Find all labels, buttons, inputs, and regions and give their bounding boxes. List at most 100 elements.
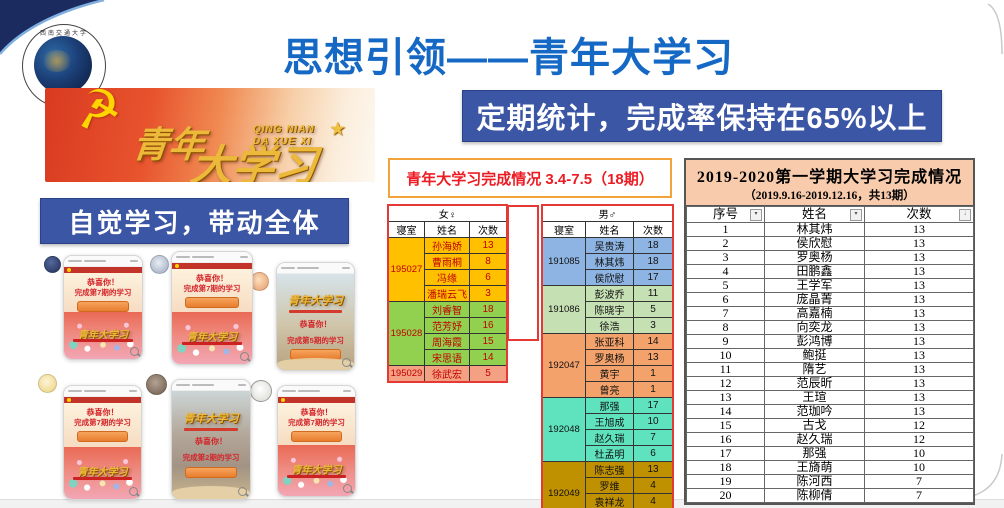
banner-underline [73,339,133,343]
count-cell: 13 [864,404,974,419]
room-cell: 195027 [388,237,425,302]
count-cell: 1 [632,365,674,382]
banner-underline [287,474,346,478]
phone-header-bar [172,263,252,269]
index-cell: 12 [686,376,765,391]
room-cell: 195029 [388,365,425,382]
magnifier-icon [342,358,351,367]
phone-screen: 恭喜你！ 完成第7期的学习 [64,403,141,448]
count-cell: 13 [864,264,974,279]
name-cell: 王旭成 [585,413,634,430]
congrats-text: 恭喜你！ [300,408,333,417]
party-emblem-icon [67,398,71,402]
congrats-text: 完成第5期的学习 [287,335,344,345]
table-gap-column [507,205,539,341]
count-cell: 7 [864,488,974,503]
illustration-band: 青年大学习 [172,312,252,364]
count-cell: 11 [632,285,674,302]
name-cell: 黄宇 [585,365,634,382]
banner-underline [183,427,239,431]
table-row: 14 范珈吟 13 [686,404,974,419]
column-header-index: 序号 ▾ [686,206,765,223]
column-header-name: 姓名 ▾ [764,206,865,223]
name-cell: 王瑄 [764,390,865,405]
count-cell: 15 [468,333,508,350]
filter-dropdown-icon: ▾ [850,209,862,221]
magnifier-icon [130,346,139,356]
phone-header-bar [64,397,141,403]
phone-screen: 恭喜你！ 完成第7期的学习 [172,269,252,313]
magnifier-icon [238,487,247,496]
gender-group-label: 男♂ [541,205,674,222]
party-emblem-icon: ☭ [71,88,126,143]
count-cell: 13 [864,390,974,405]
name-cell: 田鹏鑫 [764,264,865,279]
count-cell: 13 [864,348,974,363]
count-cell: 13 [864,278,974,293]
index-cell: 11 [686,362,765,377]
name-cell: 罗奥杨 [585,349,634,366]
count-cell: 6 [632,445,674,462]
name-cell: 杜孟明 [585,445,634,462]
count-cell: 14 [632,333,674,350]
phone-screen: 青年大学习 恭喜你！ 完成第5期的学习 [277,274,354,370]
name-cell: 徐武宏 [424,365,470,382]
column-header: 寝室 [388,221,425,238]
illustration-band: 青年大学习 [64,312,142,359]
earth-globe-icon [34,36,92,94]
sort-filter-icon: ↓ [959,209,971,221]
room-cell: 191085 [542,237,586,286]
table-row: 3 罗奥杨 13 [686,250,974,265]
stats-callout: 定期统计，完成率保持在65%以上 [462,90,942,142]
congrats-text: 完成第2期的学习 [182,453,240,463]
magnifier-icon [240,352,249,361]
table-row: 16 赵久瑞 12 [686,432,974,447]
name-cell: 冯缘 [424,269,470,286]
name-cell: 陈河西 [764,474,865,489]
banner-pinyin-2: DA XUE XI [253,136,312,147]
table-row: 7 高嘉楠 13 [686,306,974,321]
count-cell: 17 [632,397,674,414]
avatar [146,374,167,395]
illustration-band: 青年大学习 [64,447,141,499]
congrats-text: 完成第7期的学习 [183,284,241,293]
name-cell: 范辰昕 [764,376,865,391]
table-row: 8 向奕龙 13 [686,320,974,335]
phone-header-bar [64,266,142,273]
column-header: 次数 [632,221,674,238]
table-row: 10 鲍挺 13 [686,348,974,363]
semester-completion-table: 2019-2020第一学期大学习完成情况 （2019.9.16-2019.12.… [684,158,975,505]
name-cell: 陈志强 [585,461,634,478]
name-cell: 高嘉楠 [764,306,865,321]
index-cell: 19 [686,474,765,489]
name-cell: 赵久瑞 [585,429,634,446]
count-cell: 7 [632,429,674,446]
name-cell: 彭波乔 [585,285,634,302]
count-cell: 13 [864,306,974,321]
name-cell: 侯欣慰 [764,236,865,251]
table-row: 18 王旖萌 10 [686,460,974,475]
name-cell: 王学军 [764,278,865,293]
count-cell: 13 [632,461,674,478]
magnifier-icon [129,487,138,496]
congrats-text: 恭喜你！ [86,408,119,417]
slide-edge-arc-top [987,3,1003,55]
count-cell: 17 [632,269,674,286]
name-cell: 徐浩 [585,317,634,334]
index-cell: 14 [686,404,765,419]
count-cell: 12 [864,418,974,433]
name-cell: 那强 [764,446,865,461]
dorm-table-title: 青年大学习完成情况 3.4-7.5（18期） [388,158,672,198]
room-cell: 192047 [542,333,586,398]
slide-bottom-edge [0,499,1004,508]
phone-screenshot-6: 恭喜你！ 完成第7期的学习 青年大学习 [277,385,356,497]
room-cell: 195028 [388,301,425,366]
party-emblem-icon [67,267,71,272]
avatar [250,380,272,402]
name-cell: 罗维 [585,477,634,494]
index-cell: 2 [686,236,765,251]
phone-screen: 恭喜你！ 完成第7期的学习 [64,272,142,313]
name-cell: 吴贵涛 [585,237,634,254]
congrats-text: 恭喜你！ [196,274,228,283]
